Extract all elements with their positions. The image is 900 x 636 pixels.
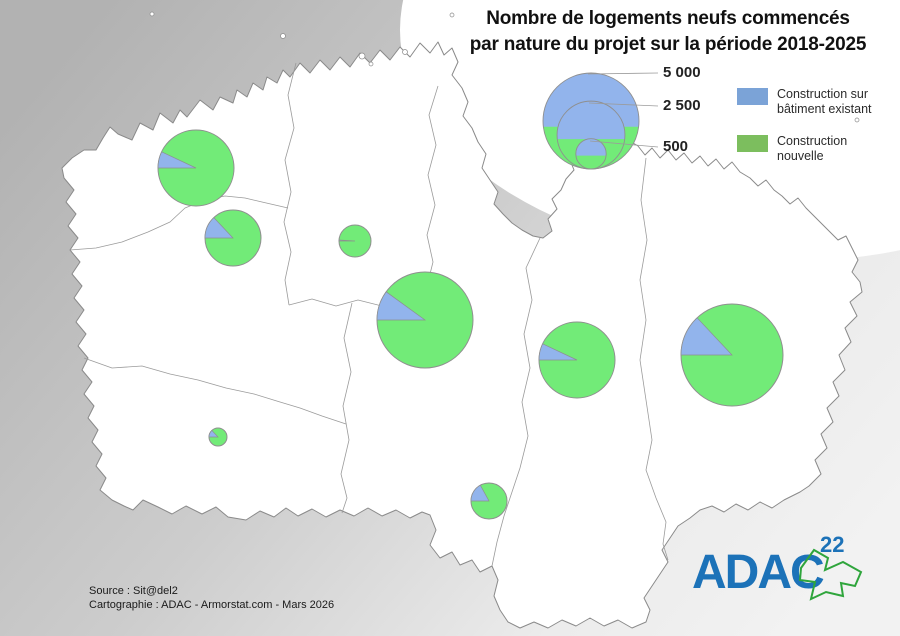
legend-leader-lines [587, 72, 659, 148]
map-title-line2: par nature du projet sur la période 2018… [469, 34, 867, 56]
logo-text: ADAC [692, 546, 824, 599]
source-line: Source : Sit@del2 [89, 585, 178, 597]
epci-boundary [69, 195, 289, 251]
legend-size-label-5000: 5 000 [663, 64, 701, 81]
legend-item-new-construction: Construction nouvelle [737, 134, 897, 165]
island [449, 12, 455, 18]
category-legend: Construction sur bâtiment existant Const… [737, 87, 897, 180]
legend-label-existing-building: Construction sur bâtiment existant [777, 87, 872, 117]
cartography-line: Cartographie : ADAC - Armorstat.com - Ma… [89, 599, 335, 612]
pie-slice-existing-west [204, 217, 234, 239]
legend-size-label-2500: 2 500 [663, 97, 701, 114]
legend-item-existing-building: Construction sur bâtiment existant [737, 87, 897, 118]
pie-slice-existing-south-west [208, 429, 219, 438]
epci-boundary [83, 357, 347, 425]
legend-size-circles [542, 72, 640, 170]
epci-boundary [283, 62, 297, 306]
legend-circle-outline-500 [575, 138, 607, 170]
map-title: Nombre de logements neufs commencés par … [432, 6, 900, 58]
legend-swatch-new-construction [737, 134, 768, 152]
legend-leader-line [587, 72, 659, 75]
legend-leader-line [588, 102, 659, 107]
adac-22-logo: ADAC 22 [692, 532, 863, 601]
legend-size-label-500: 500 [663, 138, 689, 155]
island [358, 52, 366, 60]
epci-boundary [491, 237, 541, 567]
logo-outline-shape-icon [798, 548, 863, 601]
epci-boundary [639, 157, 669, 561]
map-title-line1: Nombre de logements neufs commencés [486, 8, 850, 29]
island [280, 33, 286, 39]
pie-slice-existing-north-center [338, 239, 356, 242]
pie-slice-existing-center-east [538, 343, 578, 361]
legend-circle-top-2500 [557, 101, 625, 140]
source-credits: Source : Sit@del2 Cartographie : ADAC - … [89, 584, 334, 613]
pie-slice-existing-center [376, 291, 427, 321]
island [402, 49, 408, 55]
pie-charts-layer [157, 129, 784, 520]
legend-leader-line [589, 140, 659, 148]
legend-swatch-existing-building [737, 88, 768, 105]
island [854, 117, 860, 123]
pie-slice-existing-east [680, 317, 733, 356]
pie-slice-existing-south-center [470, 484, 490, 502]
logo-superscript: 22 [820, 532, 844, 557]
islands [149, 11, 860, 123]
pie-slice-existing-north-west [157, 151, 197, 169]
legend-circle-top-500 [575, 138, 607, 156]
island [368, 61, 374, 67]
epci-boundary [340, 302, 353, 514]
island [149, 11, 155, 17]
legend-label-new-construction: Construction nouvelle [777, 133, 848, 163]
